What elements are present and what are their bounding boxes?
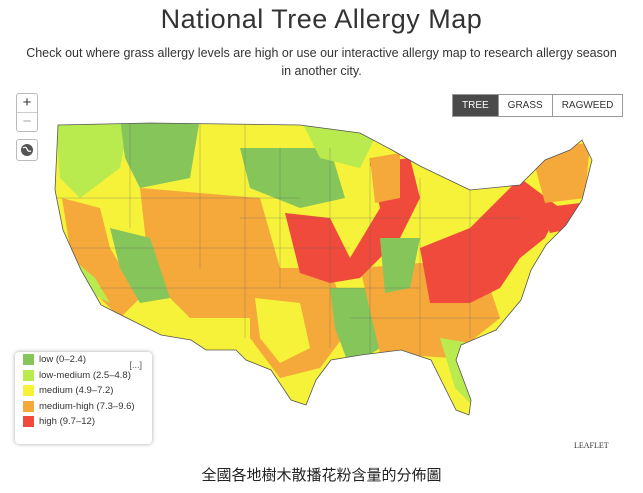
legend-label: high (9.7–12) bbox=[39, 416, 95, 428]
map-region bbox=[120, 123, 200, 188]
tab-button[interactable]: GRASS bbox=[497, 95, 552, 116]
map-region bbox=[110, 228, 170, 303]
legend-swatch bbox=[23, 354, 34, 366]
map-region bbox=[420, 178, 560, 303]
zoom-in[interactable]: + bbox=[22, 94, 32, 111]
zoom-control: + − bbox=[16, 93, 38, 132]
legend-label: low-medium (2.5–4.8) bbox=[39, 369, 131, 381]
subtitle-line: in another city. bbox=[281, 64, 362, 78]
legend-item: low-medium (2.5–4.8) bbox=[23, 368, 152, 384]
legend-swatch bbox=[23, 400, 34, 412]
map-region bbox=[240, 148, 345, 208]
map[interactable] bbox=[0, 88, 643, 458]
subtitle: Check out where grass allergy levels are… bbox=[0, 44, 643, 80]
legend-label: medium (4.9–7.2) bbox=[39, 385, 114, 397]
legend-swatch bbox=[23, 369, 34, 381]
map-region bbox=[255, 298, 310, 363]
tab-button[interactable]: TREE bbox=[453, 95, 498, 116]
locate-button[interactable] bbox=[16, 139, 38, 161]
map-region bbox=[330, 288, 380, 368]
subtitle-line: Check out where grass allergy levels are… bbox=[26, 46, 617, 60]
attribution[interactable]: LEAFLET bbox=[574, 441, 609, 450]
tab-button[interactable]: RAGWEED bbox=[551, 95, 623, 116]
legend-label: low (0–2.4) bbox=[39, 354, 86, 366]
map-region bbox=[55, 123, 130, 198]
legend-item: medium (4.9–7.2) bbox=[23, 383, 152, 399]
legend-item: high (9.7–12) bbox=[23, 414, 152, 430]
legend-item: low (0–2.4) bbox=[23, 352, 152, 368]
map-region bbox=[380, 238, 420, 293]
legend-item: medium-high (7.3–9.6) bbox=[23, 399, 152, 415]
title: National Tree Allergy Map bbox=[160, 4, 483, 34]
tab-bar: TREE GRASS RAGWEED bbox=[452, 94, 624, 117]
legend: [...] low (0–2.4) low-medium (2.5–4.8) medi… bbox=[15, 352, 152, 444]
legend-swatch bbox=[23, 416, 34, 428]
legend-swatch bbox=[23, 385, 34, 397]
map-region bbox=[370, 153, 400, 203]
legend-label: medium-high (7.3–9.6) bbox=[39, 400, 135, 412]
caption: 全國各地樹木散播花粉含量的分佈圖 bbox=[201, 467, 442, 484]
zoom-out[interactable]: − bbox=[17, 112, 37, 131]
